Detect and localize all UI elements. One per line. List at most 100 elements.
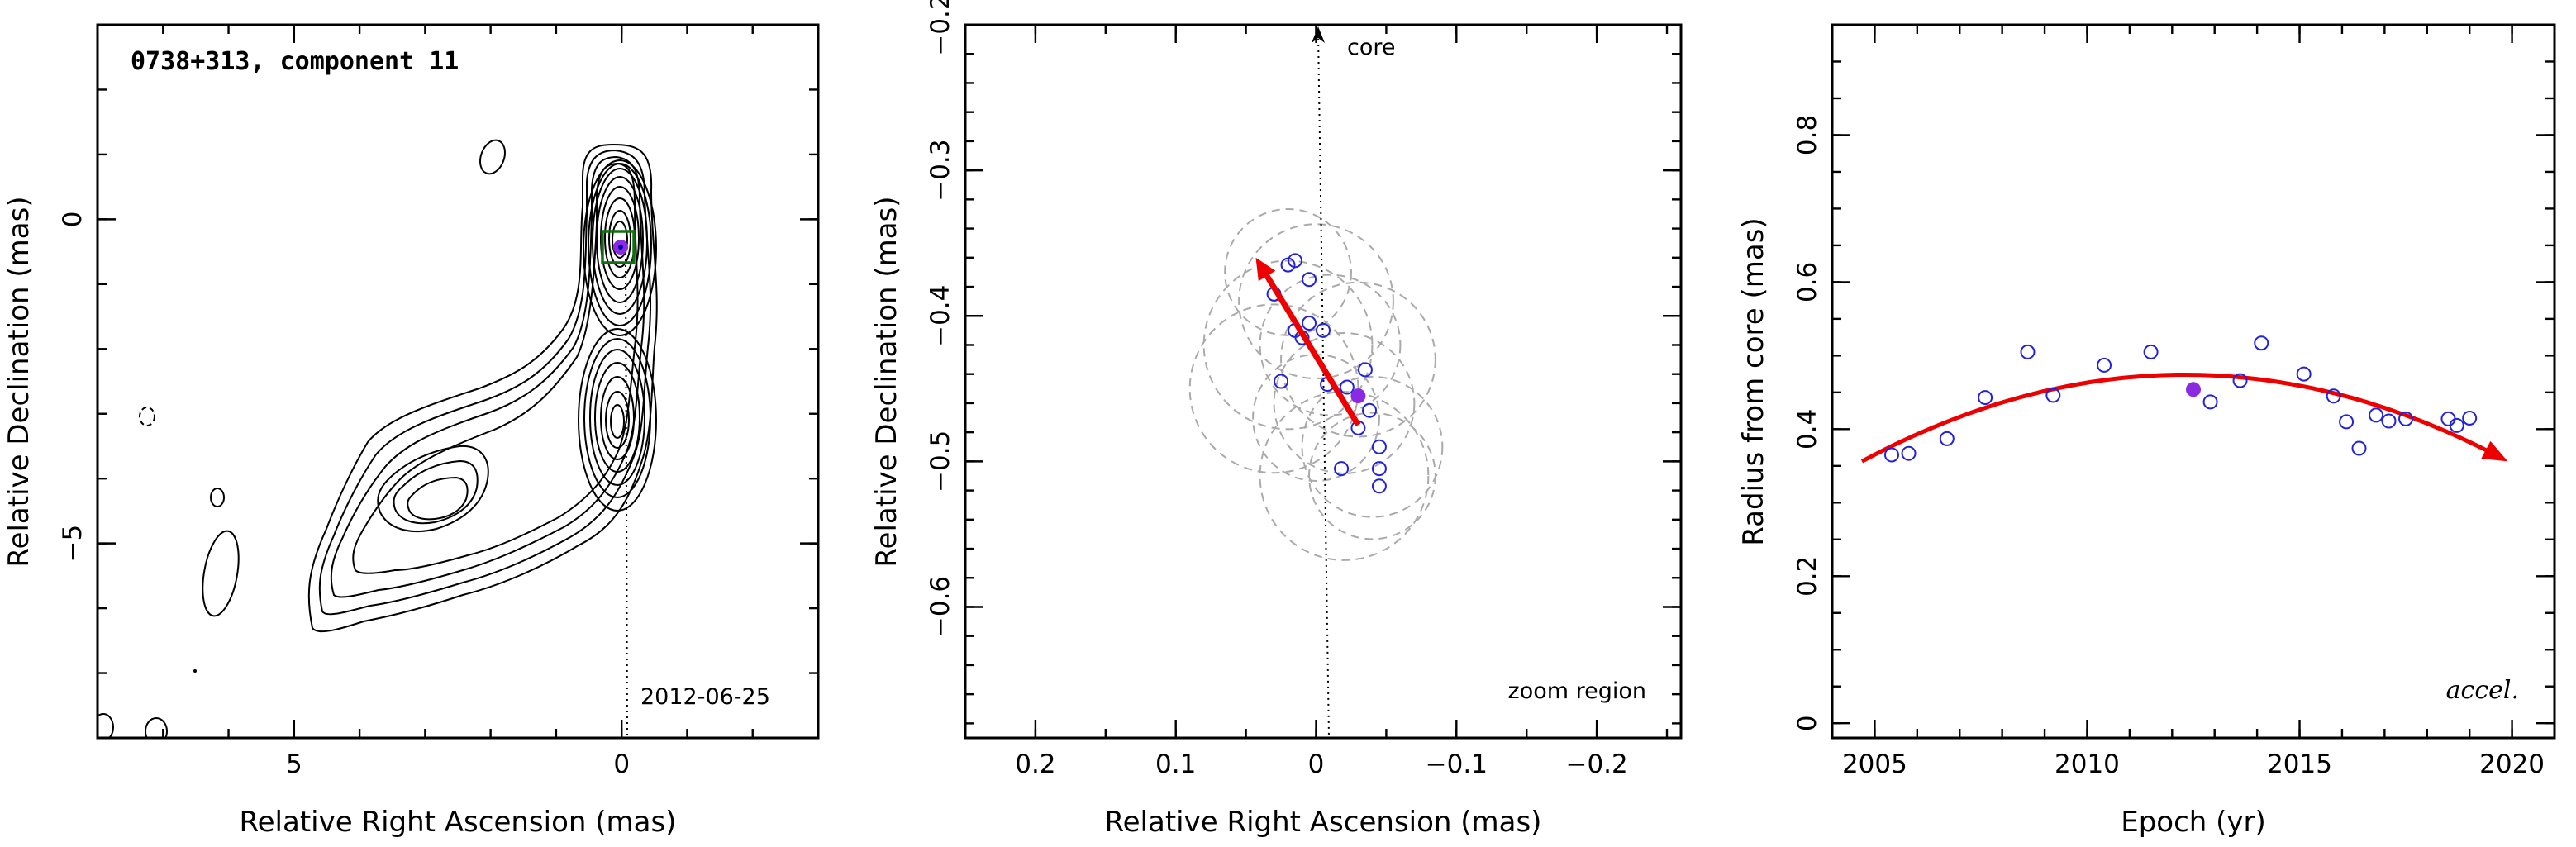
x-tick-label: 2015 — [2267, 749, 2332, 779]
position-point — [1357, 362, 1373, 378]
x-tick-label: 2020 — [2479, 749, 2545, 779]
position-point — [1280, 257, 1296, 273]
position-point — [1316, 322, 1331, 338]
radius-point — [2398, 411, 2414, 426]
panel3-ylabel: Radius from core (mas) — [1737, 217, 1770, 545]
panel2-title: zoom region — [1508, 678, 1646, 704]
radius-point — [1978, 390, 1993, 406]
radius-point — [2020, 344, 2036, 359]
core-label: core — [1347, 35, 1395, 60]
x-tick-label: 2005 — [1842, 749, 1907, 779]
radius-point — [2381, 413, 2397, 429]
panel1-frame — [96, 23, 820, 740]
motion-vector-arrow — [1255, 257, 1361, 427]
position-point — [1274, 374, 1289, 389]
position-point — [1371, 461, 1387, 477]
x-tick-label: 0.2 — [1015, 749, 1055, 779]
panel-zoom-region: 0.2 0.1 0 −0.1 −0.2 −0.2 −0.3 −0.4 −0.5 −0.6 core… — [870, 0, 1683, 839]
y-tick-label: 0 — [58, 211, 88, 227]
y-tick-label: 0.6 — [1793, 262, 1822, 302]
x-tick-label: 0.1 — [1155, 749, 1196, 779]
x-tick-label: 0 — [1308, 749, 1325, 779]
radius-point — [2351, 440, 2367, 456]
position-point-highlight — [1350, 388, 1366, 404]
core-contours — [583, 159, 657, 336]
y-tick-label: 0.8 — [1793, 115, 1822, 155]
radius-point — [2143, 344, 2159, 359]
y-tick-label: 0.2 — [1793, 556, 1822, 597]
error-ellipse — [1238, 223, 1394, 380]
radius-point — [2440, 411, 2456, 426]
radius-point — [2369, 407, 2384, 423]
error-ellipse — [1273, 332, 1416, 474]
position-point — [1371, 478, 1387, 494]
panel3-fit-label: accel. — [2446, 676, 2519, 705]
radius-point — [2449, 417, 2464, 433]
radius-point — [2232, 373, 2248, 388]
panel1-ylabel: Relative Declination (mas) — [2, 196, 36, 567]
error-ellipse — [1259, 391, 1430, 561]
position-point — [1302, 272, 1317, 288]
y-tick-label: 0.4 — [1793, 409, 1822, 450]
panel1-epoch-label: 2012-06-25 — [640, 684, 770, 710]
y-tick-label: −0.3 — [926, 139, 955, 201]
panel1-title: 0738+313, component 11 — [131, 47, 459, 76]
panel2-xlabel: Relative Right Ascension (mas) — [1105, 806, 1542, 839]
radius-point — [1883, 447, 1899, 463]
error-ellipse — [1259, 274, 1402, 416]
radius-point — [2254, 335, 2269, 351]
contour-map — [98, 139, 658, 738]
panel2-frame — [964, 23, 1683, 740]
x-tick-label: 5 — [286, 749, 302, 779]
position-point — [1371, 439, 1387, 454]
position-point — [1339, 379, 1355, 395]
fit-arrowhead — [2481, 440, 2508, 462]
error-ellipse — [1308, 412, 1436, 540]
motion-vector-head — [1255, 257, 1276, 282]
radius-point — [2045, 388, 2061, 403]
error-ellipse — [1224, 207, 1352, 336]
radius-points — [1883, 335, 2478, 463]
core-arrowhead — [1312, 26, 1325, 43]
jet-knot-contours — [578, 328, 657, 512]
radius-point — [2097, 357, 2112, 373]
motion-vector-shaft — [1264, 274, 1361, 427]
acceleration-fit-curve — [1860, 373, 2508, 464]
y-tick-label: −0.4 — [926, 285, 955, 347]
error-ellipses — [1188, 207, 1444, 561]
y-tick-label: −0.6 — [926, 576, 955, 638]
radius-point — [2462, 410, 2478, 426]
radius-point — [1939, 431, 1955, 446]
panel2-ylabel: Relative Declination (mas) — [870, 196, 903, 567]
radius-point — [2296, 366, 2312, 382]
x-tick-label: −0.2 — [1565, 749, 1627, 779]
core-direction-line — [625, 247, 628, 738]
position-point — [1302, 316, 1317, 331]
y-tick-label: 0 — [1793, 715, 1822, 731]
panel3-frame — [1831, 23, 2556, 740]
zoom-region-box — [601, 230, 636, 264]
core-direction-line — [1317, 32, 1330, 738]
position-point — [1362, 402, 1378, 418]
radius-point-highlight — [2186, 382, 2201, 397]
panel3-xlabel: Epoch (yr) — [2121, 806, 2266, 839]
panel-contour-map: 5 00−5 0738+313, component 11 2012-06-25 … — [2, 23, 820, 839]
contour-outer — [307, 143, 658, 633]
x-tick-label: 0 — [613, 749, 630, 779]
x-tick-label: −0.1 — [1426, 749, 1488, 779]
y-tick-label: −0.5 — [926, 431, 955, 492]
radius-point — [2326, 388, 2341, 404]
panel1-xlabel: Relative Right Ascension (mas) — [240, 806, 677, 839]
radius-point — [1901, 445, 1917, 461]
radius-point — [2339, 414, 2355, 430]
fit-curve — [1860, 373, 2494, 464]
position-point — [1334, 461, 1350, 477]
error-ellipse — [1280, 281, 1436, 438]
y-tick-label: −0.2 — [926, 0, 955, 56]
error-ellipse — [1301, 375, 1444, 518]
panel-radius-epoch: 2005 2010 2015 2020 0 0.2 0.4 0.6 0.8 accel. Epo… — [1737, 23, 2556, 839]
radius-point — [2202, 394, 2218, 410]
x-tick-label: 2010 — [2055, 749, 2120, 779]
y-tick-label: −5 — [58, 525, 88, 563]
